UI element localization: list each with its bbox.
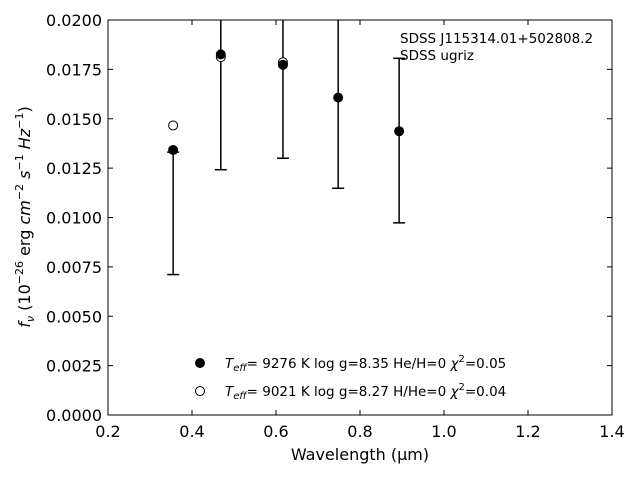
legend-entry-2: Teff= 9021 K log g=8.27 H/He=0 χ2=0.04 [225, 382, 506, 402]
filter-set-annotation: SDSS ugriz [400, 48, 474, 64]
model-point-open [168, 120, 179, 131]
error-bars [167, 20, 406, 276]
model-point-filled [168, 144, 179, 155]
y-axis-ticks: 0.0000 0.0025 0.0050 0.0075 0.0100 0.0125 0.01… [46, 11, 612, 425]
x-axis-ticks: 0.2 0.4 0.6 0.8 1.0 1.2 1.4 [95, 20, 625, 441]
y-axis-label: fν (10−26 erg cm−2 s−1 Hz−1) [13, 106, 37, 327]
y-tick-label: 0.0050 [46, 307, 102, 326]
model-point-filled [277, 59, 288, 70]
legend-marker-filled [195, 358, 205, 368]
y-tick-label: 0.0025 [46, 357, 102, 376]
x-tick-label: 1.2 [515, 422, 540, 441]
x-tick-label: 1.4 [599, 422, 624, 441]
x-tick-label: 0.4 [179, 422, 204, 441]
y-tick-label: 0.0175 [46, 60, 102, 79]
data-points [168, 49, 405, 155]
y-tick-label: 0.0000 [46, 406, 102, 425]
x-tick-label: 0.2 [95, 422, 120, 441]
object-name-annotation: SDSS J115314.01+502808.2 [400, 31, 593, 47]
model-point-filled [394, 126, 405, 137]
legend-marker-open [195, 386, 205, 396]
y-tick-label: 0.0100 [46, 209, 102, 228]
x-tick-label: 0.6 [263, 422, 288, 441]
x-tick-label: 0.8 [347, 422, 372, 441]
y-tick-label: 0.0200 [46, 11, 102, 30]
legend: Teff= 9276 K log g=8.35 He/H=0 χ2=0.05 T… [195, 354, 506, 402]
x-tick-label: 1.0 [431, 422, 456, 441]
y-tick-label: 0.0125 [46, 159, 102, 178]
x-axis-label: Wavelength (μm) [291, 445, 429, 464]
model-point-filled [215, 49, 226, 60]
y-tick-label: 0.0150 [46, 110, 102, 129]
legend-entry-1: Teff= 9276 K log g=8.35 He/H=0 χ2=0.05 [225, 354, 506, 374]
y-tick-label: 0.0075 [46, 258, 102, 277]
model-point-filled [333, 92, 344, 103]
